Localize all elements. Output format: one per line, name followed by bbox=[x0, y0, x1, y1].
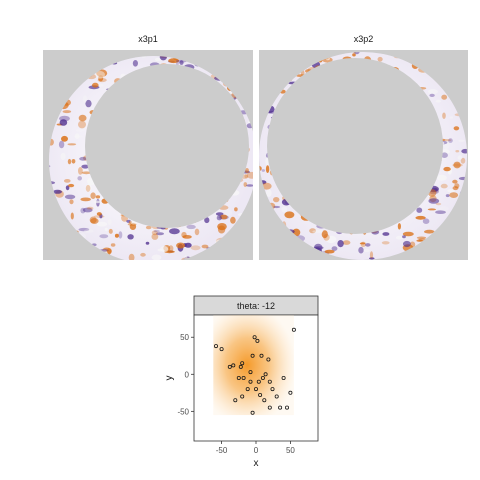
x-tick-label: 50 bbox=[286, 446, 295, 455]
y-tick-label: -50 bbox=[177, 407, 189, 416]
scatter-point bbox=[233, 398, 238, 403]
facet-title-x3p1: x3p1 bbox=[138, 34, 158, 44]
scatter-point bbox=[252, 335, 257, 340]
facet-title-x3p2: x3p2 bbox=[353, 34, 374, 44]
scatter-point bbox=[250, 410, 255, 415]
scatter-point bbox=[260, 375, 265, 380]
scatter-point bbox=[219, 347, 224, 352]
scatter-point bbox=[248, 379, 253, 384]
scatter-point bbox=[241, 375, 246, 380]
scatter-point bbox=[267, 379, 272, 384]
scatter-point bbox=[231, 363, 236, 368]
scatter-point bbox=[256, 379, 261, 384]
scatter-point bbox=[270, 387, 275, 392]
scatter-point bbox=[266, 357, 271, 362]
y-tick-label: 50 bbox=[180, 333, 189, 342]
scatter-point bbox=[248, 370, 253, 375]
scatter-point bbox=[291, 327, 296, 332]
scatter-point bbox=[284, 405, 289, 410]
y-axis-label: y bbox=[164, 376, 175, 381]
facet-strip-label: theta: -12 bbox=[237, 301, 275, 311]
x-tick-label: -50 bbox=[216, 446, 228, 455]
scatter-point bbox=[288, 390, 293, 395]
scatter-point bbox=[250, 353, 255, 358]
scatter-point bbox=[274, 394, 279, 399]
scatter-point bbox=[240, 361, 245, 366]
density-area bbox=[213, 315, 294, 416]
x-axis-label: x bbox=[254, 458, 259, 469]
ring-surface-x3p1 bbox=[38, 48, 257, 263]
scatter-point bbox=[255, 338, 260, 343]
scatter-point bbox=[259, 353, 264, 358]
surface-panel-x3p1 bbox=[38, 48, 257, 263]
scatter-point bbox=[278, 405, 283, 410]
scatter-point bbox=[240, 394, 245, 399]
scatter-point bbox=[253, 387, 258, 392]
scatter-point bbox=[213, 344, 218, 349]
scatter-point bbox=[258, 392, 263, 397]
scatter-point bbox=[263, 372, 268, 377]
scatter-point bbox=[227, 364, 232, 369]
y-tick-label: 0 bbox=[185, 370, 190, 379]
scatter-point bbox=[236, 375, 241, 380]
x-tick-label: 0 bbox=[254, 446, 259, 455]
scatter-point bbox=[245, 387, 250, 392]
scatter-point bbox=[281, 375, 286, 380]
scatter-point bbox=[262, 398, 267, 403]
scatter-point bbox=[238, 364, 243, 369]
scatter-point bbox=[267, 405, 272, 410]
